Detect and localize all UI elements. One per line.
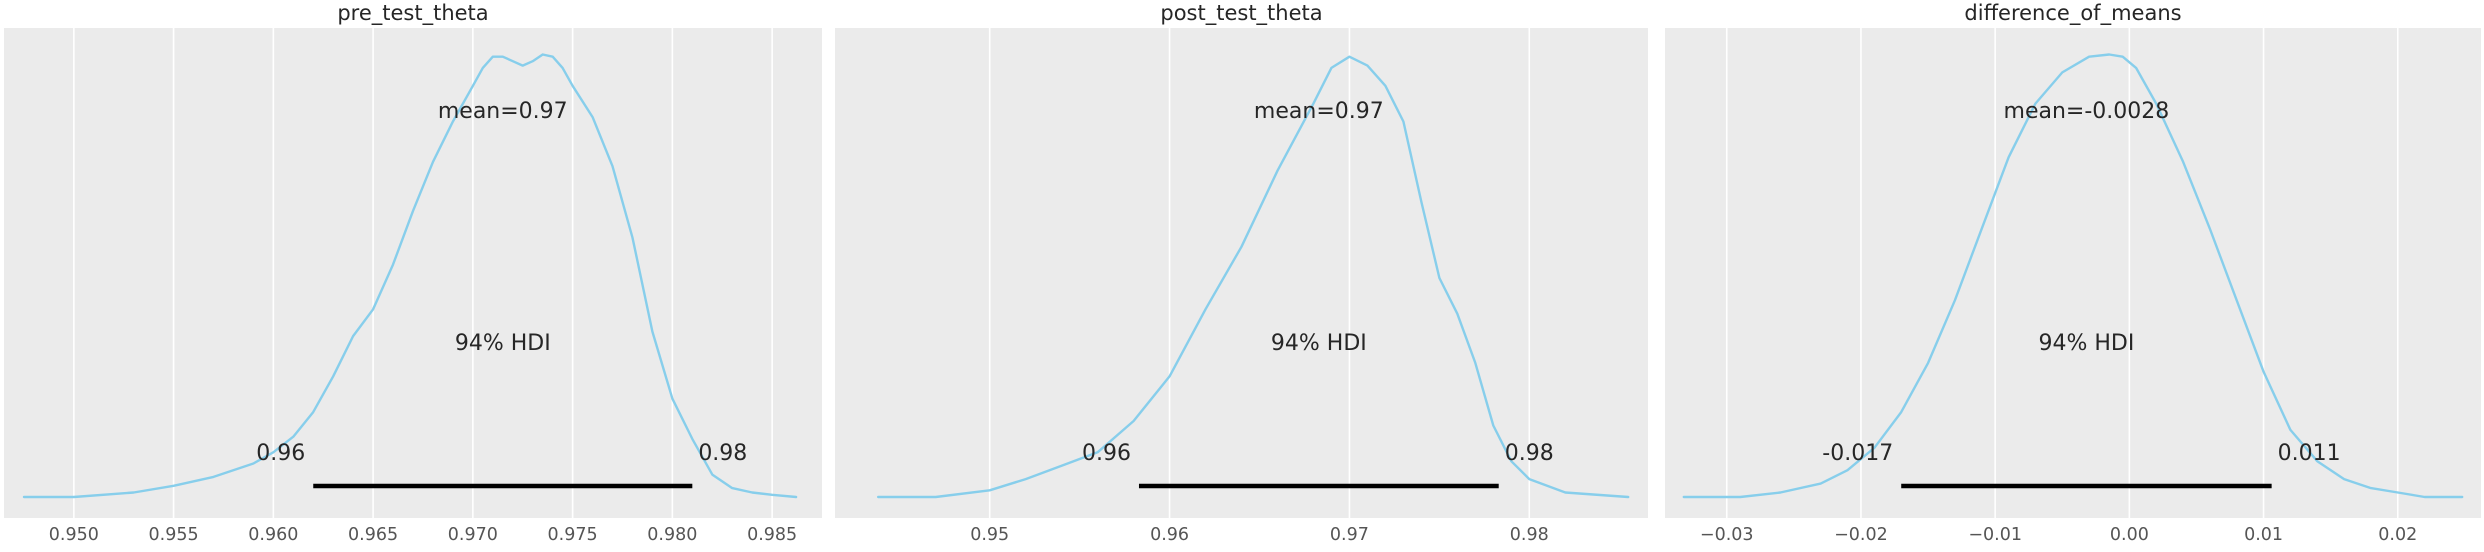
x-tick-label: 0.985 [747, 525, 797, 545]
x-tick-label: −0.02 [1834, 525, 1888, 545]
hdi-high-label: 0.98 [1505, 441, 1554, 466]
hdi-label: 94% HDI [455, 331, 551, 356]
x-tick-label: −0.03 [1700, 525, 1754, 545]
x-tick-label: 0.970 [448, 525, 498, 545]
x-tick-label: 0.980 [647, 525, 697, 545]
panel-3: −0.03 −0.02 −0.01 0.00 0.01 0.02 difference_of… [1665, 1, 2481, 545]
x-tick-label: 0.975 [548, 525, 598, 545]
hdi-label: 94% HDI [2038, 331, 2134, 356]
mean-label: mean=0.97 [438, 99, 568, 124]
x-tick-label: −0.01 [1968, 525, 2022, 545]
x-tick-label: 0.97 [1330, 525, 1369, 545]
kde-curve [1682, 53, 2464, 499]
mean-label: mean=-0.0028 [2004, 99, 2170, 124]
panel-title: post_test_theta [1160, 1, 1322, 26]
panel-title: pre_test_theta [337, 1, 488, 26]
hdi-low-label: 0.96 [256, 441, 305, 466]
x-tick-label: 0.00 [2110, 525, 2149, 545]
x-tick-label: 0.96 [1150, 525, 1189, 545]
plot-background [835, 28, 1648, 518]
plot-background [1665, 28, 2481, 518]
hdi-label: 94% HDI [1271, 331, 1367, 356]
hdi-high-label: 0.98 [698, 441, 747, 466]
x-tick-label: 0.965 [348, 525, 398, 545]
hdi-low-label: 0.96 [1082, 441, 1131, 466]
hdi-high-label: 0.011 [2278, 441, 2341, 466]
x-tick-label: 0.98 [1510, 525, 1549, 545]
mean-label: mean=0.97 [1254, 99, 1384, 124]
panel-title: difference_of_means [1964, 1, 2181, 26]
x-tick-label: 0.955 [149, 525, 199, 545]
panel-1: 0.950 0.955 0.960 0.965 0.970 0.975 0.980 0.985… [4, 1, 822, 545]
x-tick-label: 0.95 [970, 525, 1009, 545]
x-tick-label: 0.950 [49, 525, 99, 545]
kde-curve [22, 53, 798, 499]
x-tick-label: 0.01 [2244, 525, 2283, 545]
hdi-low-label: -0.017 [1822, 441, 1893, 466]
kde-curve [877, 55, 1630, 499]
x-tick-label: 0.02 [2378, 525, 2417, 545]
panel-2: 0.95 0.96 0.97 0.98 post_test_theta mean=0.97… [835, 1, 1648, 545]
x-tick-label: 0.960 [248, 525, 298, 545]
plot-background [4, 28, 822, 518]
